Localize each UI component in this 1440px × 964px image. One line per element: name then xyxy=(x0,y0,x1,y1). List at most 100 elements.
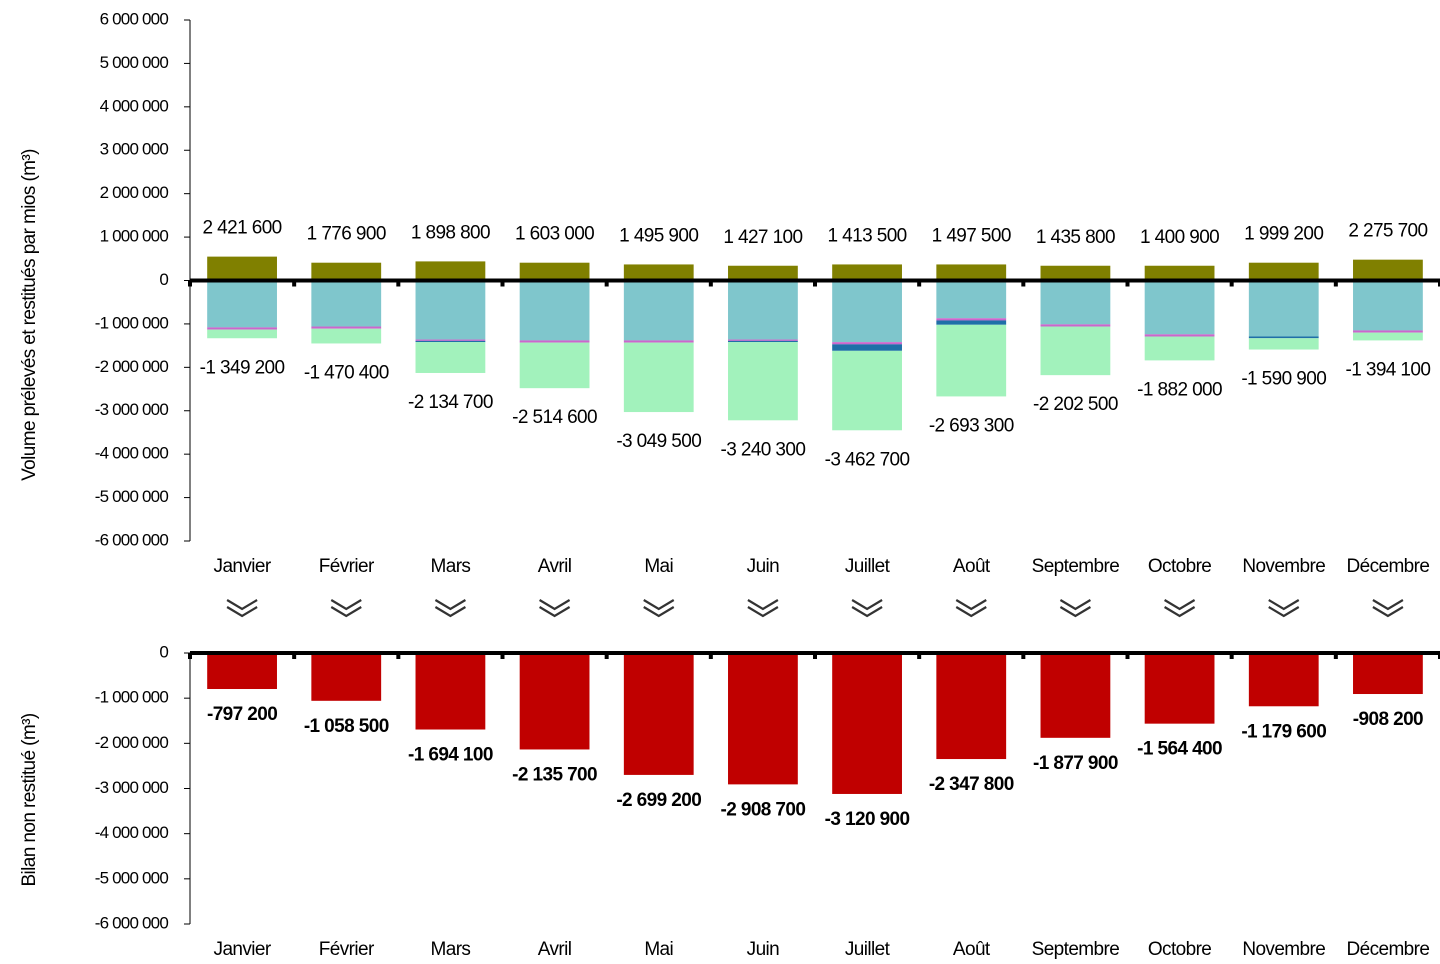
y-tick-label: -4 000 000 xyxy=(95,444,169,463)
bar xyxy=(415,653,486,730)
y-tick-label: 6 000 000 xyxy=(100,9,169,28)
bar-segment xyxy=(519,280,590,341)
bar-segment xyxy=(207,256,277,281)
total-label: 1 603 000 xyxy=(515,224,594,245)
chevron xyxy=(434,599,466,618)
total-label: -1 470 400 xyxy=(304,362,389,383)
y-tick-label: 4 000 000 xyxy=(100,96,169,115)
value-label: -1 058 500 xyxy=(304,716,389,737)
total-label: 2 275 700 xyxy=(1348,221,1427,242)
bar-segment xyxy=(1040,265,1111,281)
bar-segment xyxy=(728,340,798,343)
chevron xyxy=(539,599,571,618)
y-tick-label: -6 000 000 xyxy=(95,913,169,932)
bar-segment xyxy=(1040,324,1111,327)
value-label: -1 877 900 xyxy=(1033,753,1118,774)
bar-segment xyxy=(207,280,277,328)
axis-tick xyxy=(396,653,401,659)
y-tick-label: 5 000 000 xyxy=(100,53,169,72)
axis-tick xyxy=(813,280,817,287)
total-label: -2 134 700 xyxy=(408,392,493,413)
axis-tick xyxy=(188,280,192,287)
x-tick-label: Décembre xyxy=(1346,556,1429,577)
total-label: -1 882 000 xyxy=(1137,379,1222,400)
total-label: 1 999 200 xyxy=(1244,224,1323,245)
x-tick-label: Août xyxy=(953,556,991,577)
chevron xyxy=(1372,599,1404,618)
x-tick-label: Mars xyxy=(431,939,471,960)
value-label: -797 200 xyxy=(207,704,277,725)
bar-segment xyxy=(519,340,590,343)
y-tick-label: -5 000 000 xyxy=(95,868,169,887)
chevron xyxy=(955,599,987,618)
x-tick-label: Janvier xyxy=(214,556,272,577)
bar xyxy=(1248,653,1319,707)
total-label: 1 495 900 xyxy=(619,225,698,246)
total-label: 1 435 800 xyxy=(1036,227,1115,248)
total-label: -2 202 500 xyxy=(1033,394,1118,415)
bar-segment xyxy=(728,342,798,421)
bar-segment xyxy=(1353,259,1423,281)
axis-tick xyxy=(917,280,922,287)
bar-segment xyxy=(415,342,486,373)
chevron xyxy=(851,599,883,618)
bar-segment xyxy=(832,344,902,351)
bar-segment xyxy=(832,342,902,345)
x-tick-label: Mai xyxy=(644,939,673,960)
value-label: -908 200 xyxy=(1353,709,1423,730)
axis-tick xyxy=(1021,280,1026,287)
y-tick-label: -2 000 000 xyxy=(95,357,169,376)
x-tick-label: Septembre xyxy=(1032,556,1120,577)
bar-segment xyxy=(519,262,590,281)
bar-segment xyxy=(1248,262,1319,281)
value-label: -2 699 200 xyxy=(616,790,701,811)
x-tick-label: Octobre xyxy=(1148,939,1211,960)
x-tick-label: Février xyxy=(319,939,375,960)
x-tick-label: Juin xyxy=(747,939,779,960)
bar-segment xyxy=(728,280,798,340)
value-label: -1 179 600 xyxy=(1241,721,1326,742)
x-tick-label: Novembre xyxy=(1242,939,1325,960)
y-tick-label: 0 xyxy=(159,270,168,289)
bar-segment xyxy=(936,320,1007,325)
bar-segment xyxy=(1144,265,1215,281)
bar-segment xyxy=(623,340,694,343)
x-tick-label: Février xyxy=(319,556,375,577)
x-tick-label: Octobre xyxy=(1148,556,1211,577)
axis-tick xyxy=(708,653,713,659)
value-label: -3 120 900 xyxy=(825,809,910,830)
bar xyxy=(1144,653,1215,724)
total-label: -3 462 700 xyxy=(825,449,910,470)
total-label: -2 693 300 xyxy=(929,415,1014,436)
x-tick-label: Août xyxy=(953,939,991,960)
y-tick-label: -4 000 000 xyxy=(95,823,169,842)
axis-tick xyxy=(1333,280,1338,287)
bar-segment xyxy=(1248,338,1319,350)
bar-segment xyxy=(936,264,1007,281)
x-tick-label: Septembre xyxy=(1032,939,1120,960)
bar xyxy=(832,653,902,794)
axis-tick xyxy=(1229,653,1234,659)
bar xyxy=(311,653,382,701)
x-tick-label: Mai xyxy=(644,556,673,577)
bar-segment xyxy=(415,261,486,281)
y-tick-label: 1 000 000 xyxy=(100,227,169,246)
y-tick-label: -6 000 000 xyxy=(95,530,169,549)
bar-segment xyxy=(1144,336,1215,361)
bar xyxy=(207,653,277,690)
bar-segment xyxy=(623,280,694,341)
y-tick-label: 0 xyxy=(159,642,168,661)
x-tick-label: Juin xyxy=(747,556,779,577)
bar-segment xyxy=(207,329,277,339)
value-label: -1 694 100 xyxy=(408,745,493,766)
bar xyxy=(728,653,798,785)
total-label: 1 497 500 xyxy=(932,225,1011,246)
value-label: -2 908 700 xyxy=(720,799,805,820)
x-tick-label: Juillet xyxy=(845,556,891,577)
total-label: 1 400 900 xyxy=(1140,227,1219,248)
total-label: 1 776 900 xyxy=(307,224,386,245)
total-label: -1 349 200 xyxy=(200,357,285,378)
axis-tick xyxy=(1333,653,1338,659)
bar-segment xyxy=(832,280,902,343)
bar-segment xyxy=(623,264,694,281)
